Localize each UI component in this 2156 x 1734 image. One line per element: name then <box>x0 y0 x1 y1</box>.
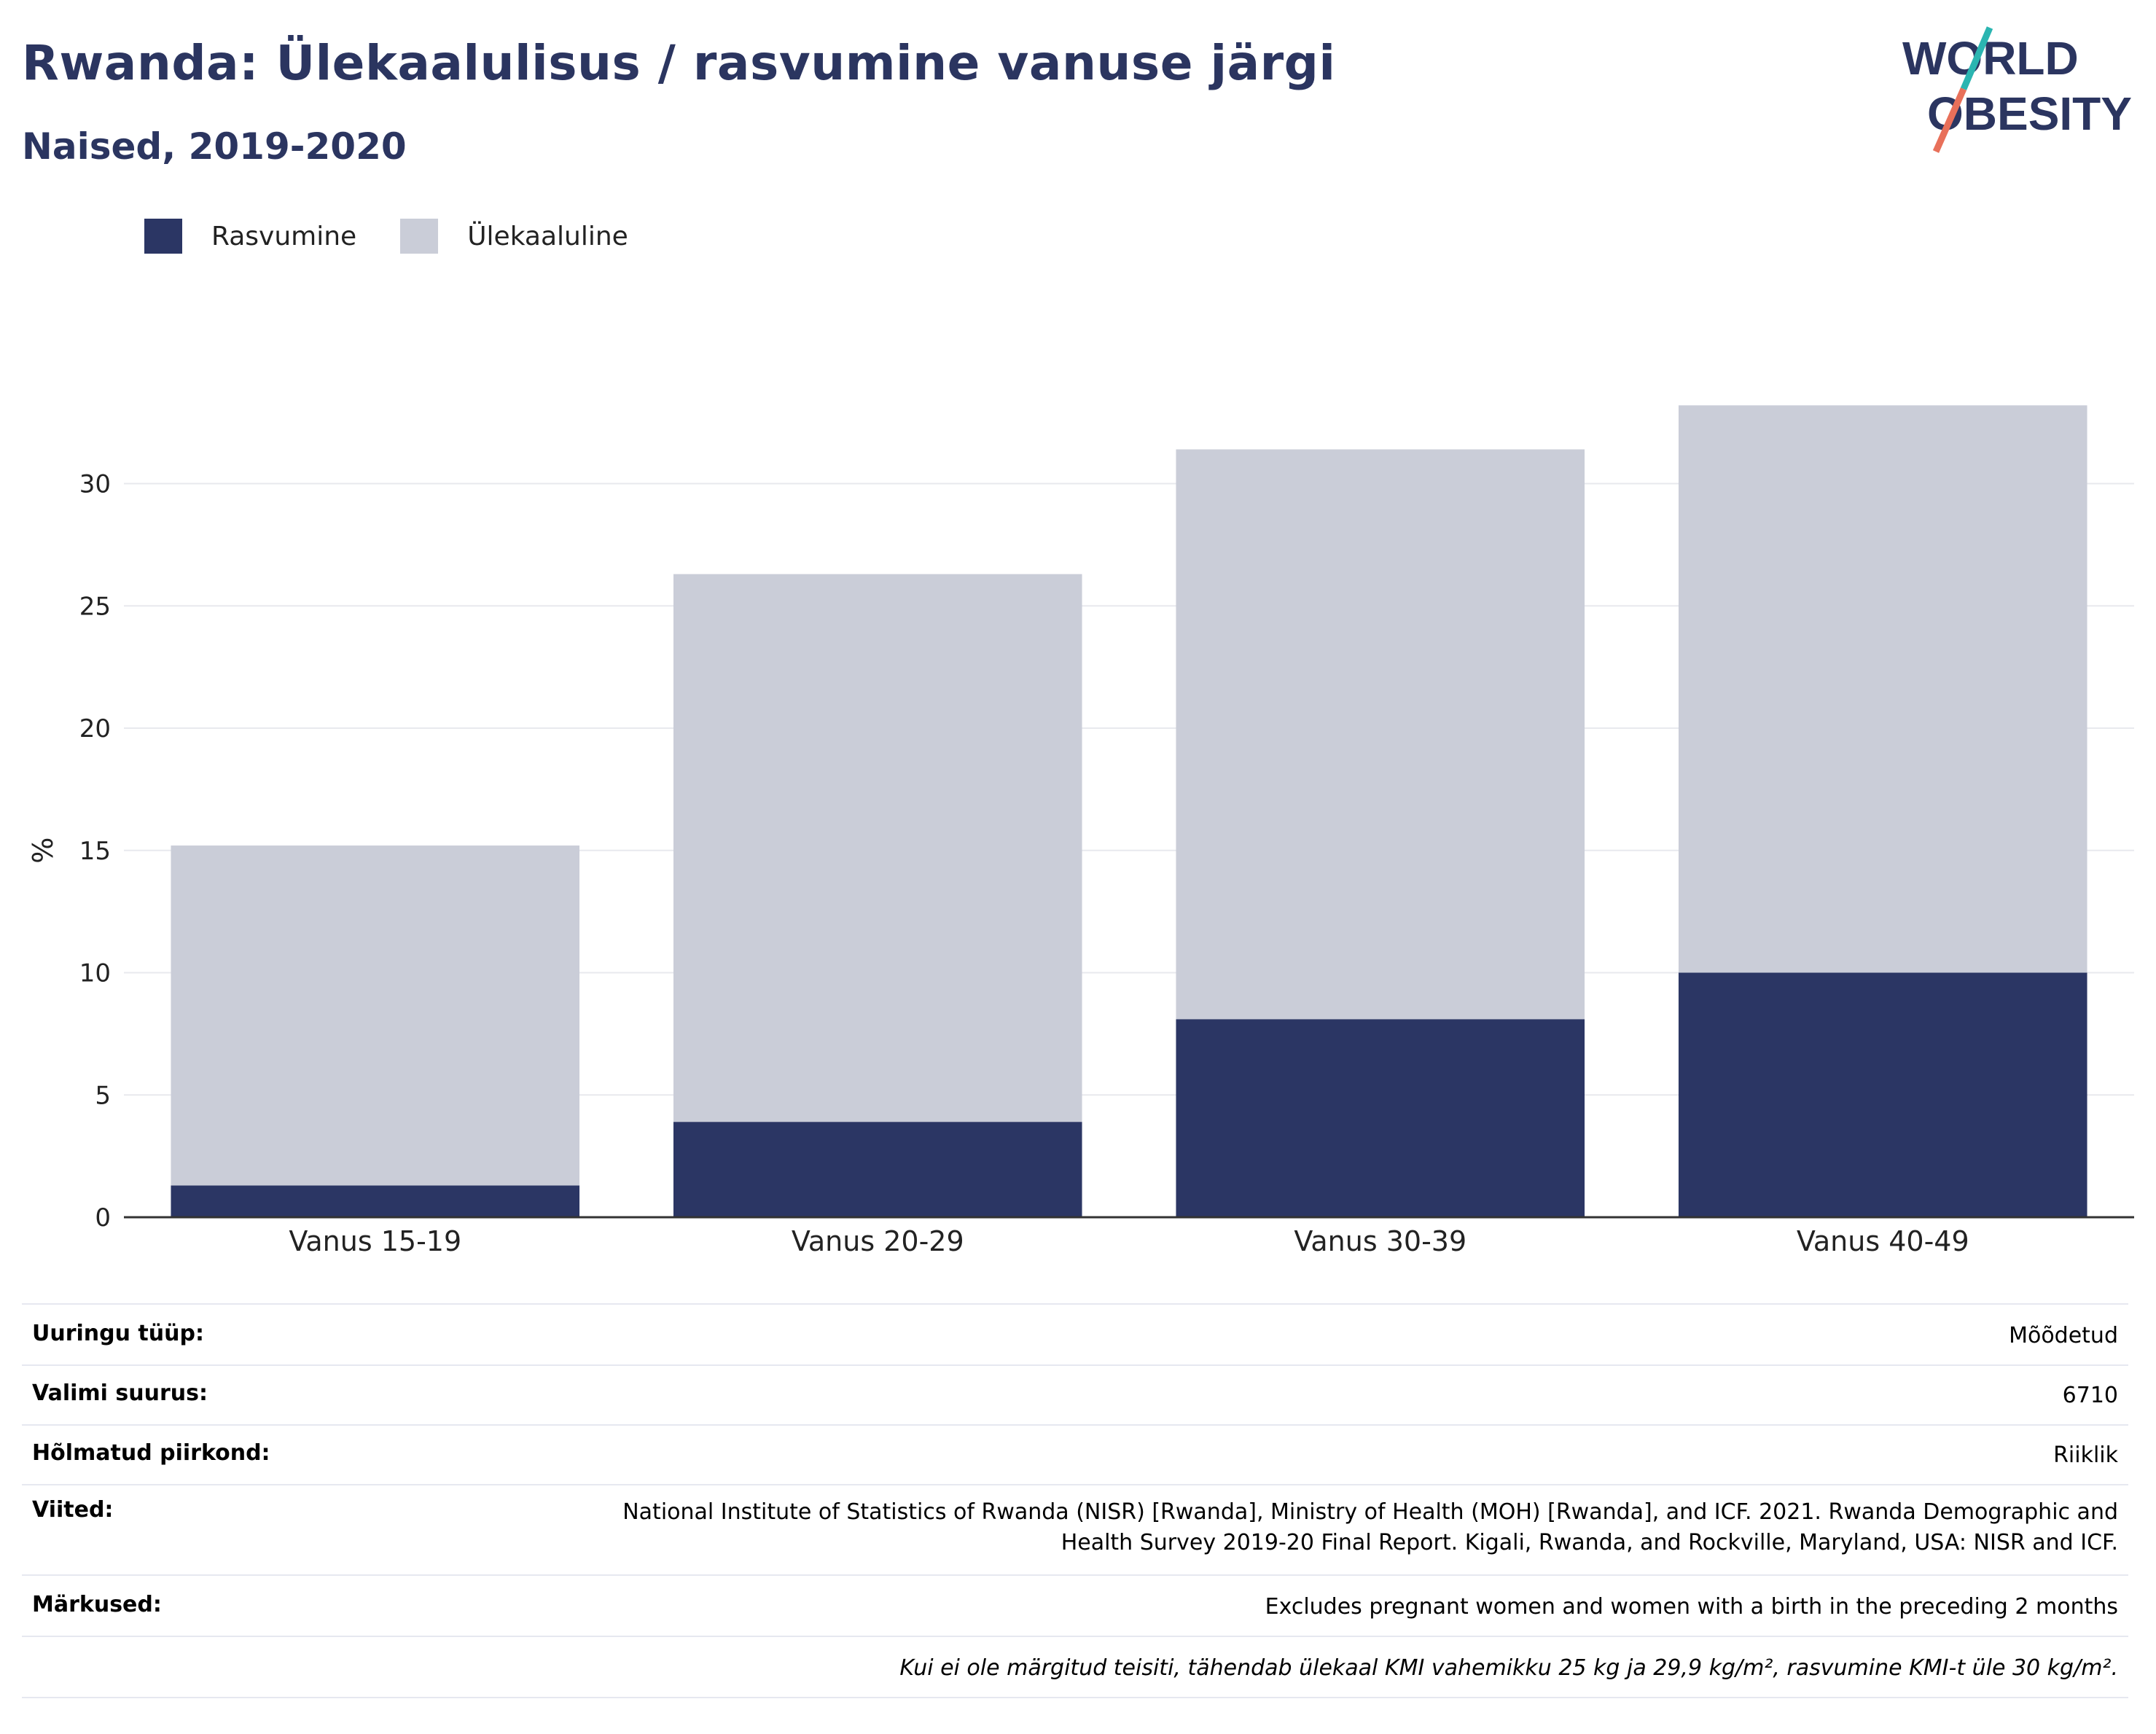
meta-value: National Institute of Statistics of Rwan… <box>622 1499 2118 1555</box>
meta-row-sample-size: Valimi suurus: 6710 <box>22 1364 2128 1424</box>
x-tick-label: Vanus 40-49 <box>1797 1225 1969 1257</box>
legend-label-obesity: Rasvumine <box>211 221 357 251</box>
meta-row-notes: Märkused: Excludes pregnant women and wo… <box>22 1574 2128 1636</box>
x-tick-label: Vanus 30-39 <box>1294 1225 1466 1257</box>
bar-obesity <box>1176 1019 1585 1217</box>
page-title: Rwanda: Ülekaalulisus / rasvumine vanuse… <box>22 35 1336 91</box>
legend-swatch-overweight <box>400 219 439 254</box>
y-tick-label: 0 <box>95 1203 111 1233</box>
bar-obesity <box>673 1122 1082 1217</box>
meta-row-area-covered: Hõlmatud piirkond: Riiklik <box>22 1424 2128 1484</box>
meta-value: 6710 <box>2062 1383 2118 1408</box>
meta-key: Märkused: <box>32 1592 162 1617</box>
logo-slash-teal <box>1960 26 1993 90</box>
bar-overweight <box>171 845 580 1186</box>
legend-item-obesity: Rasvumine <box>144 219 356 254</box>
chart-legend: Rasvumine Ülekaaluline <box>144 216 672 257</box>
page-subtitle: Naised, 2019-2020 <box>22 125 407 168</box>
survey-info-table: Uuringu tüüp: Mõõdetud Valimi suurus: 67… <box>22 1303 2128 1698</box>
bar-obesity <box>171 1185 580 1217</box>
bar-overweight <box>673 574 1082 1122</box>
bar-overweight <box>1176 449 1585 1020</box>
legend-swatch-obesity <box>144 219 182 254</box>
meta-key: Valimi suurus: <box>32 1380 208 1406</box>
x-tick-label: Vanus 15-19 <box>289 1225 461 1257</box>
legend-item-overweight: Ülekaaluline <box>400 219 628 254</box>
bmi-footnote: Kui ei ole märgitud teisiti, tähendab ül… <box>899 1655 2118 1681</box>
stacked-bar-chart: 0 5 10 15 20 25 30% Vanus 15-19 Vanus 20-29 Vanus… <box>27 405 2134 1257</box>
meta-key: Hõlmatud piirkond: <box>32 1440 270 1466</box>
y-tick-label: 20 <box>79 714 111 743</box>
y-tick-label: 25 <box>79 592 111 621</box>
x-tick-label: Vanus 20-29 <box>792 1225 964 1257</box>
y-tick-label: 10 <box>79 959 111 988</box>
y-tick-label: 5 <box>95 1081 111 1110</box>
y-tick-label: 30 <box>79 470 111 499</box>
meta-value: Mõõdetud <box>2009 1323 2118 1348</box>
meta-row-references: Viited: National Institute of Statistics… <box>22 1484 2128 1574</box>
meta-key: Viited: <box>32 1497 114 1523</box>
y-tick-label: 15 <box>79 837 111 866</box>
meta-key: Uuringu tüüp: <box>32 1321 204 1346</box>
bar-overweight <box>1678 405 2087 973</box>
logo-slash-red <box>1932 87 1967 153</box>
meta-value: Riiklik <box>2053 1442 2118 1468</box>
table-bottom-rule <box>22 1697 2128 1698</box>
y-axis-label: % <box>27 837 59 864</box>
meta-value: Excludes pregnant women and women with a… <box>1265 1594 2118 1620</box>
world-obesity-logo: WORLD OBESITY <box>1902 26 2132 153</box>
logo-line1: WORLD <box>1902 32 2079 85</box>
meta-row-survey-type: Uuringu tüüp: Mõõdetud <box>22 1303 2128 1364</box>
legend-label-overweight: Ülekaaluline <box>467 221 628 251</box>
bar-obesity <box>1678 972 2087 1217</box>
meta-row-footnote: Kui ei ole märgitud teisiti, tähendab ül… <box>22 1636 2128 1697</box>
